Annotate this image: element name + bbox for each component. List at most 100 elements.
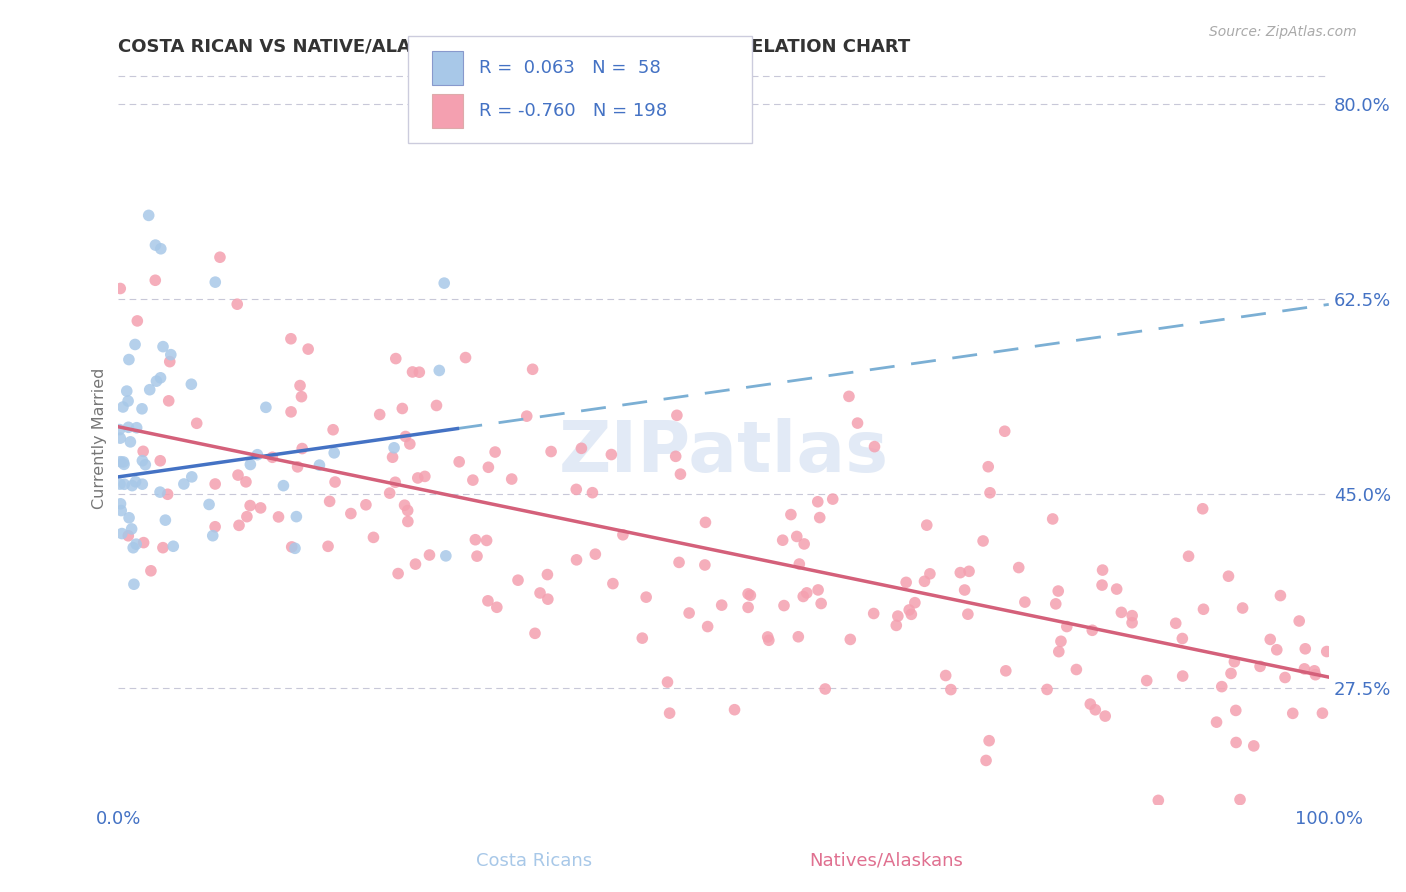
Point <box>134 458 156 472</box>
Point <box>693 558 716 572</box>
Bar <box>432 94 463 128</box>
Point <box>1042 512 1064 526</box>
Point <box>1047 645 1070 659</box>
Point <box>994 664 1017 678</box>
Point <box>120 434 142 449</box>
Point <box>1225 735 1247 749</box>
Point <box>838 389 860 403</box>
Point <box>384 475 406 490</box>
Point <box>262 450 284 465</box>
Point <box>758 633 780 648</box>
Point <box>394 498 416 512</box>
Point <box>756 630 779 644</box>
Point <box>1047 584 1070 599</box>
Point <box>408 365 430 379</box>
Point <box>378 486 401 500</box>
Text: Source: ZipAtlas.com: Source: ZipAtlas.com <box>1209 25 1357 39</box>
Point <box>323 475 346 489</box>
Point <box>789 557 811 571</box>
Point <box>894 575 917 590</box>
Point <box>396 503 419 517</box>
Point <box>1270 589 1292 603</box>
Point <box>1303 664 1326 678</box>
Point <box>159 348 181 362</box>
Point <box>112 455 135 469</box>
Point <box>914 574 936 589</box>
Point <box>149 454 172 468</box>
Point <box>1036 682 1059 697</box>
Point <box>287 459 309 474</box>
Point <box>139 564 162 578</box>
Point <box>477 460 499 475</box>
Text: Natives/Alaskans: Natives/Alaskans <box>808 852 963 870</box>
Point <box>792 590 814 604</box>
Point <box>602 576 624 591</box>
Point <box>117 420 139 434</box>
Point <box>198 498 221 512</box>
Point <box>110 497 132 511</box>
Point <box>918 566 941 581</box>
Point <box>396 515 419 529</box>
Point <box>131 477 153 491</box>
Point <box>112 477 135 491</box>
Point <box>522 362 544 376</box>
Point <box>122 541 145 555</box>
Point <box>884 618 907 632</box>
Point <box>152 340 174 354</box>
Point <box>669 467 692 482</box>
Text: R =  0.063   N =  58: R = 0.063 N = 58 <box>479 59 661 77</box>
Point <box>1294 641 1316 656</box>
Point <box>1111 605 1133 619</box>
Point <box>249 500 271 515</box>
Text: ZIPatlas: ZIPatlas <box>558 418 889 487</box>
Point <box>1229 792 1251 806</box>
Point <box>149 485 172 500</box>
Point <box>465 549 488 563</box>
Point <box>405 557 427 571</box>
Point <box>464 533 486 547</box>
Point <box>1218 569 1240 583</box>
Point <box>246 448 269 462</box>
Point <box>398 437 420 451</box>
Point <box>678 606 700 620</box>
Point <box>1205 715 1227 730</box>
Point <box>204 477 226 491</box>
Point <box>565 483 588 497</box>
Point <box>737 600 759 615</box>
Point <box>124 475 146 489</box>
Point <box>394 429 416 443</box>
Point <box>226 468 249 483</box>
Point <box>434 549 457 563</box>
Point <box>1232 601 1254 615</box>
Point <box>112 458 135 472</box>
Point <box>159 354 181 368</box>
Point <box>239 458 262 472</box>
Point <box>1094 709 1116 723</box>
Point <box>949 566 972 580</box>
Point <box>786 529 808 543</box>
Point <box>935 668 957 682</box>
Point <box>316 539 339 553</box>
Point <box>1014 595 1036 609</box>
Point <box>796 586 818 600</box>
Point <box>1288 614 1310 628</box>
Point <box>1243 739 1265 753</box>
Point <box>162 539 184 553</box>
Point <box>524 626 547 640</box>
Point <box>111 526 134 541</box>
Point <box>529 586 551 600</box>
Point <box>1192 602 1215 616</box>
Point <box>1281 706 1303 721</box>
Point <box>354 498 377 512</box>
Point <box>145 374 167 388</box>
Point <box>793 537 815 551</box>
Point <box>413 469 436 483</box>
Point <box>475 533 498 548</box>
Point <box>381 450 404 465</box>
Point <box>1220 666 1243 681</box>
Point <box>208 250 231 264</box>
Point <box>308 458 330 472</box>
Point <box>1312 706 1334 721</box>
Point <box>204 275 226 289</box>
Point <box>1136 673 1159 688</box>
